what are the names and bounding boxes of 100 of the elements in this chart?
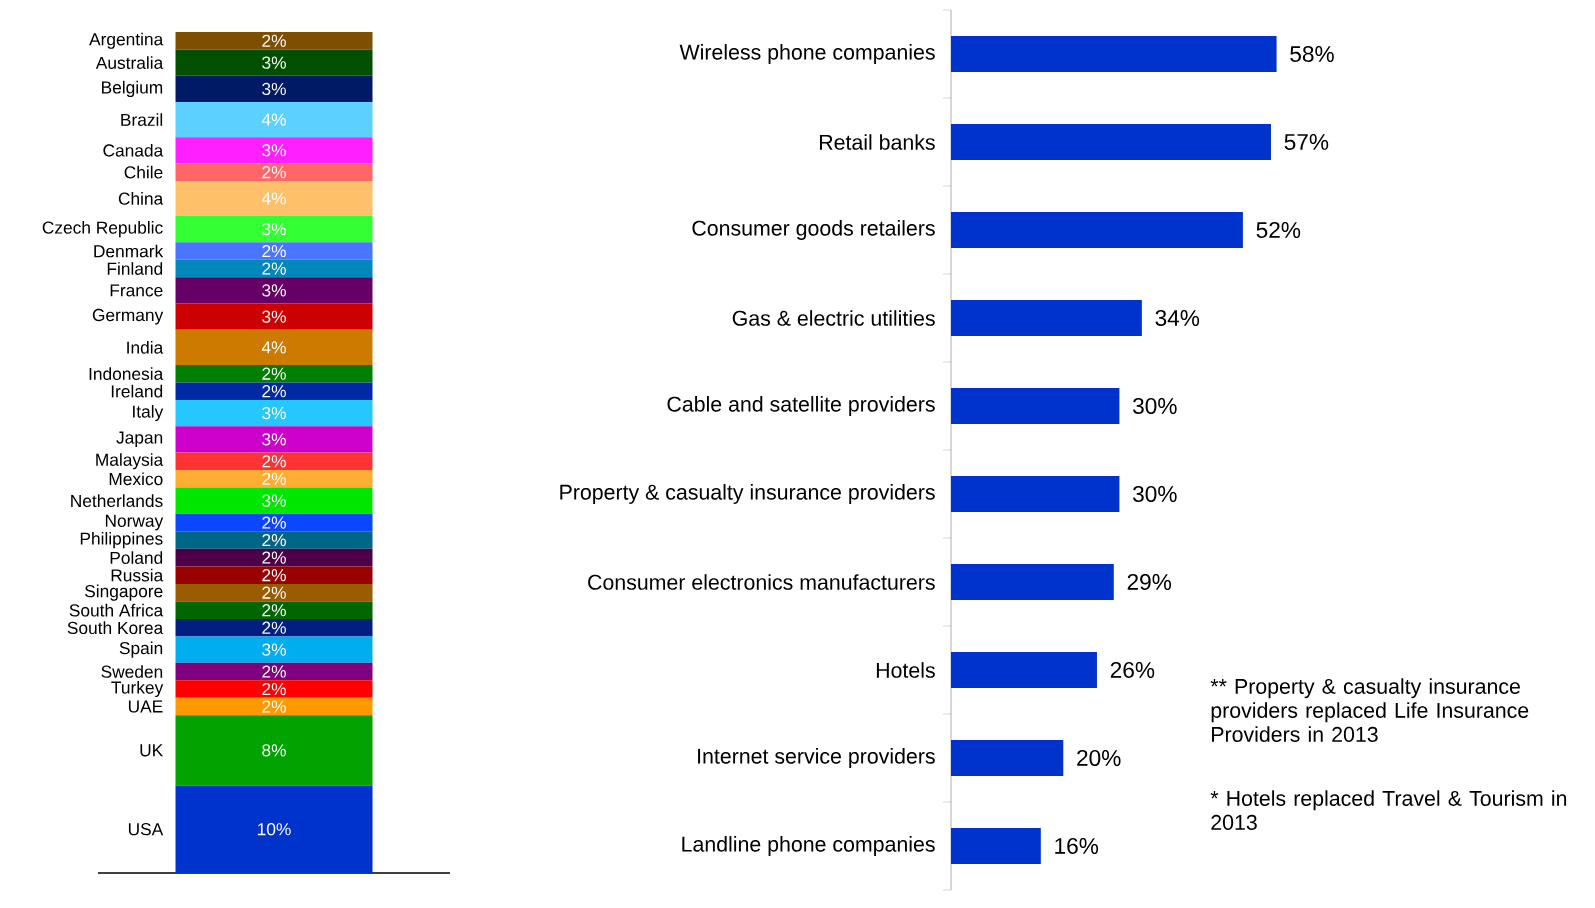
series-label: France xyxy=(110,284,163,297)
annotation: * Hotels replaced Travel & Tourism in 2013 xyxy=(1210,790,1567,830)
bar xyxy=(175,32,373,50)
bar xyxy=(175,566,373,584)
data-label: 2% xyxy=(262,665,286,678)
series-label: Australia xyxy=(95,56,164,70)
data-label: 30% xyxy=(1132,397,1177,415)
data-label: 29% xyxy=(1127,573,1172,591)
data-label: 10% xyxy=(257,823,291,836)
data-label: 2% xyxy=(262,385,286,398)
bar xyxy=(951,828,1041,865)
data-label: 34% xyxy=(1155,309,1200,327)
bar xyxy=(175,259,373,278)
y-tick-label: Consumer electronics manufacturers xyxy=(588,574,935,590)
bar xyxy=(175,399,373,427)
data-label: 4% xyxy=(261,113,286,126)
series-label: South Korea xyxy=(67,621,164,635)
bar xyxy=(175,215,373,243)
bar xyxy=(175,513,373,532)
series-label: Malaysia xyxy=(96,453,164,470)
data-label: 2% xyxy=(262,262,286,275)
bar xyxy=(175,548,373,567)
data-label: 52% xyxy=(1256,221,1301,239)
series-label: Philippines xyxy=(80,532,163,549)
data-label: 8% xyxy=(262,744,286,757)
bar xyxy=(175,329,373,365)
data-label: 2% xyxy=(262,621,286,634)
data-label: 3% xyxy=(262,310,286,323)
bar xyxy=(175,180,373,216)
bar xyxy=(175,531,373,549)
series-label: Singapore xyxy=(85,584,163,601)
data-label: 2% xyxy=(262,586,286,599)
data-label: 4% xyxy=(261,341,286,354)
series-label: Brazil xyxy=(121,113,163,126)
y-tick-label: Retail banks xyxy=(819,134,935,150)
series-label: Canada xyxy=(103,143,164,157)
y-tick-label: Cable and satellite providers xyxy=(667,396,935,416)
bar xyxy=(951,476,1120,513)
bar xyxy=(175,785,373,873)
bar xyxy=(175,163,373,181)
series-label: Italy xyxy=(133,404,164,422)
data-label: 4% xyxy=(261,192,286,205)
bar xyxy=(175,697,373,716)
bar xyxy=(175,277,373,304)
bar xyxy=(175,137,373,164)
data-label: 20% xyxy=(1077,749,1121,767)
data-label: 2% xyxy=(262,244,286,258)
series-label: Turkey xyxy=(111,680,164,698)
series-label: China xyxy=(118,192,164,205)
data-label: 58% xyxy=(1290,45,1334,63)
series-label: Belgium xyxy=(102,80,163,98)
data-label: 2% xyxy=(262,34,286,47)
series-label: Indonesia xyxy=(89,367,164,381)
data-label: 26% xyxy=(1110,661,1155,679)
series-label: Sweden xyxy=(101,665,163,678)
data-label: 2% xyxy=(262,551,286,564)
bar xyxy=(951,564,1114,601)
data-label: 3% xyxy=(262,56,286,69)
data-label: 3% xyxy=(262,406,286,420)
bar xyxy=(175,680,373,698)
bar xyxy=(175,636,373,663)
data-label: 2% xyxy=(262,516,286,529)
series-label: Ireland xyxy=(111,384,163,398)
data-label: 2% xyxy=(262,700,286,713)
bar xyxy=(175,303,373,330)
y-tick-label: Hotels xyxy=(876,662,935,678)
series-label: Chile xyxy=(124,165,163,179)
bar xyxy=(951,740,1064,777)
y-tick-label: Consumer goods retailers xyxy=(692,220,935,240)
y-tick-label: Landline phone companies xyxy=(682,836,935,856)
data-label: 30% xyxy=(1132,485,1177,503)
series-label: Argentina xyxy=(89,32,164,49)
data-label: 3% xyxy=(262,144,286,157)
series-label: USA xyxy=(128,823,164,836)
bar xyxy=(175,583,373,602)
bar xyxy=(175,382,373,400)
bar xyxy=(175,662,373,681)
series-label: Germany xyxy=(92,308,164,325)
series-label: India xyxy=(127,341,164,354)
series-label: UAE xyxy=(128,700,163,713)
bar xyxy=(175,452,373,471)
bar xyxy=(175,470,373,488)
bar xyxy=(951,652,1097,689)
bar xyxy=(175,102,373,138)
bar xyxy=(175,49,373,76)
series-label: Japan xyxy=(116,431,163,448)
bar xyxy=(175,242,373,260)
data-label: 2% xyxy=(262,455,286,468)
data-label: 3% xyxy=(262,643,286,656)
y-tick-label: Gas & electric utilities xyxy=(732,310,935,326)
bar xyxy=(175,601,373,619)
series-label: Mexico xyxy=(109,472,163,486)
bar xyxy=(175,75,373,103)
data-label: 2% xyxy=(262,682,286,696)
data-label: 2% xyxy=(262,166,286,179)
annotation: ** Property & casualty insurance providers replaced Life Insurance Providers in 2013 xyxy=(1210,678,1529,742)
bar xyxy=(175,487,373,514)
series-label: Finland xyxy=(107,262,163,275)
data-label: 2% xyxy=(262,604,286,617)
bar xyxy=(175,426,373,453)
